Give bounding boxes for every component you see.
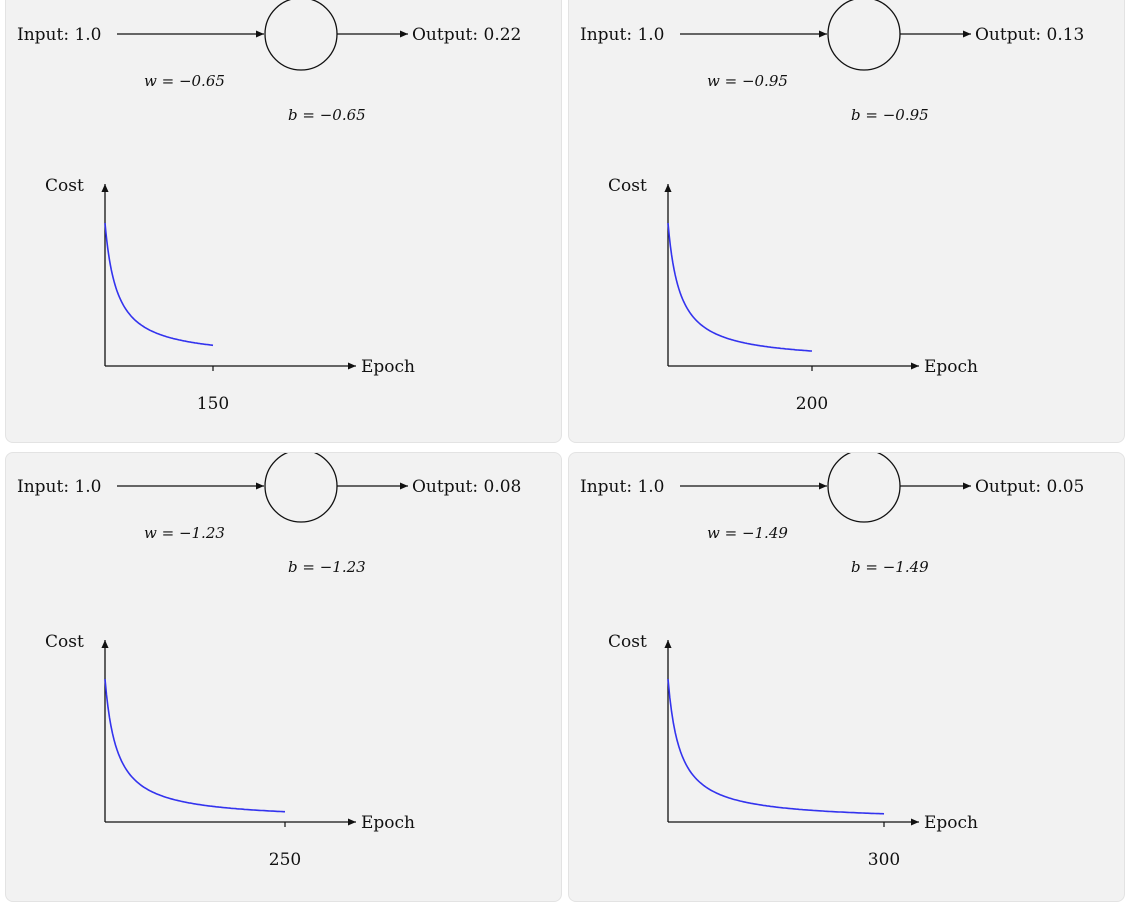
x-axis-label: Epoch [361, 357, 415, 377]
y-axis-label: Cost [608, 632, 647, 652]
bias-label: b = −0.95 [851, 106, 929, 124]
neuron-panel: Input: 1.0 Output: 0.13 w = −0.95 b = −0.95… [568, 0, 1125, 443]
x-tick-label: 200 [796, 394, 828, 414]
output-label: Output: 0.05 [975, 477, 1084, 497]
output-label: Output: 0.13 [975, 25, 1084, 45]
neuron-diagram: Input: 1.0 Output: 0.22 w = −0.65 b = −0.65 [17, 0, 521, 124]
input-label: Input: 1.0 [17, 25, 102, 45]
panel-figure: Input: 1.0 Output: 0.13 w = −0.95 b = −0.95… [580, 0, 1084, 414]
neuron-circle [827, 0, 901, 71]
neuron-diagram: Input: 1.0 Output: 0.05 w = −1.49 b = −1.49 [580, 453, 1084, 576]
cost-chart: Cost Epoch 200 [608, 176, 978, 414]
x-tick-label: 250 [269, 850, 301, 870]
x-axis-label: Epoch [924, 813, 978, 833]
cost-curve [667, 222, 812, 352]
x-axis-label: Epoch [924, 357, 978, 377]
cost-curve [667, 678, 885, 815]
panel-figure: Input: 1.0 Output: 0.05 w = −1.49 b = −1.49… [580, 453, 1084, 870]
neuron-diagram: Input: 1.0 Output: 0.13 w = −0.95 b = −0.95 [580, 0, 1084, 124]
bias-label: b = −0.65 [288, 106, 366, 124]
weight-label: w = −1.49 [707, 524, 788, 542]
x-tick-label: 150 [197, 394, 229, 414]
input-label: Input: 1.0 [580, 477, 665, 497]
output-label: Output: 0.08 [412, 477, 521, 497]
neuron-panel: Input: 1.0 Output: 0.05 w = −1.49 b = −1.49… [568, 452, 1125, 902]
cost-chart: Cost Epoch 250 [45, 632, 415, 870]
x-axis-label: Epoch [361, 813, 415, 833]
cost-curve [104, 222, 214, 347]
input-label: Input: 1.0 [580, 25, 665, 45]
weight-label: w = −1.23 [144, 524, 225, 542]
panel-figure: Input: 1.0 Output: 0.08 w = −1.23 b = −1.23… [17, 453, 521, 870]
y-axis-label: Cost [45, 632, 84, 652]
x-tick-label: 300 [868, 850, 900, 870]
neuron-panel: Input: 1.0 Output: 0.22 w = −0.65 b = −0.65… [5, 0, 562, 443]
neuron-circle [264, 453, 338, 523]
neuron-circle [827, 453, 901, 523]
output-label: Output: 0.22 [412, 25, 521, 45]
y-axis-label: Cost [45, 176, 84, 196]
y-axis-label: Cost [608, 176, 647, 196]
bias-label: b = −1.23 [288, 558, 366, 576]
neuron-circle [264, 0, 338, 71]
weight-label: w = −0.65 [144, 72, 225, 90]
cost-curve [104, 678, 285, 813]
cost-chart: Cost Epoch 150 [45, 176, 415, 414]
panel-figure: Input: 1.0 Output: 0.22 w = −0.65 b = −0.65… [17, 0, 521, 414]
bias-label: b = −1.49 [851, 558, 929, 576]
neuron-diagram: Input: 1.0 Output: 0.08 w = −1.23 b = −1.23 [17, 453, 521, 576]
input-label: Input: 1.0 [17, 477, 102, 497]
weight-label: w = −0.95 [707, 72, 788, 90]
cost-chart: Cost Epoch 300 [608, 632, 978, 870]
neuron-panel: Input: 1.0 Output: 0.08 w = −1.23 b = −1.23… [5, 452, 562, 902]
